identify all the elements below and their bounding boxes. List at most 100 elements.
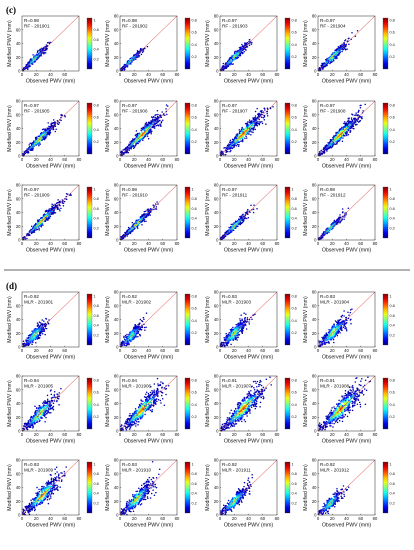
scatter-point (150, 128, 152, 130)
colorbar (184, 186, 191, 239)
y-tick-label: 60 (114, 112, 119, 117)
colorbar (284, 102, 291, 155)
scatter-point (260, 113, 262, 115)
scatter-point (24, 238, 27, 240)
scatter-point (127, 151, 130, 154)
scatter-point (340, 137, 342, 139)
colorbar (86, 17, 93, 70)
scatter-point (344, 134, 346, 137)
scatter-point (342, 49, 344, 51)
colorbar-tick-label: 0.2 (390, 140, 395, 144)
scatter-point (124, 148, 127, 150)
scatter-point (124, 231, 126, 234)
x-tick-label: 0 (21, 157, 24, 162)
scatter-point (148, 122, 150, 124)
scatter-point (324, 145, 326, 147)
scatter-point (343, 47, 345, 49)
y-axis-label: Modified PWV (mm) (303, 105, 309, 152)
scatter-point (258, 123, 261, 126)
scatter-point (49, 210, 52, 212)
scatter-point (27, 68, 29, 71)
y-tick-label: 80 (214, 14, 219, 19)
y-axis-label: Modified PWV (mm) (205, 105, 211, 152)
scatter-point (136, 227, 139, 229)
y-tick-label: 40 (114, 210, 119, 215)
scatter-point (359, 107, 362, 109)
scatter-point (244, 42, 247, 44)
x-tick-label: 20 (34, 72, 39, 77)
scatter-point (30, 60, 32, 62)
scatter-point (242, 213, 244, 215)
scatter-point (329, 62, 331, 65)
scatter-point (254, 115, 257, 117)
scatter-point (261, 121, 263, 123)
scatter-point (35, 228, 38, 231)
scatter-point (342, 137, 344, 139)
scatter-point (241, 126, 243, 129)
x-tick-label: 40 (48, 241, 53, 246)
x-tick-label: 20 (232, 241, 237, 246)
scatter-point (42, 220, 44, 223)
scatter-point (242, 136, 245, 138)
colorbar-tick-label: 0.6 (292, 31, 297, 35)
point-cloud (220, 204, 258, 241)
scatter-point (144, 210, 147, 212)
scatter-point (343, 218, 345, 220)
colorbar-tick-label: 0.8 (292, 197, 297, 201)
scatter-point (254, 128, 257, 131)
colorbar-tick-label: 1 (292, 187, 294, 191)
scatter-point (130, 63, 132, 65)
scatter-point (244, 216, 246, 219)
scatter-point (240, 221, 242, 224)
y-tick-label: 0 (18, 69, 21, 74)
scatter-point (244, 211, 247, 214)
scatter-point (138, 133, 141, 135)
scatter-point (339, 128, 342, 131)
scatter-point (225, 150, 228, 153)
scatter-point (334, 143, 337, 145)
scatter-point (353, 123, 355, 125)
r-value: R=0.97 (24, 187, 39, 192)
subplot-name: RF - 201909 (24, 193, 50, 198)
colorbar-tick-label: 0.2 (192, 55, 197, 59)
scatter-point (128, 143, 130, 145)
scatter-point (157, 113, 159, 116)
x-tick-label: 60 (260, 72, 265, 77)
scatter-point (245, 135, 247, 138)
scatter-point (245, 43, 247, 46)
colorbar (382, 17, 389, 70)
scatter-point (56, 201, 59, 204)
scatter-point (27, 62, 30, 64)
x-tick-label: 80 (373, 72, 378, 77)
colorbar-tick-label: 0.4 (192, 128, 197, 132)
scatter-point (240, 215, 242, 218)
scatter-point (356, 123, 358, 126)
scatter-point (48, 42, 51, 45)
y-axis-label: Modified PWV (mm) (7, 20, 13, 67)
scatter-point (241, 219, 244, 222)
scatter-point (337, 46, 340, 49)
subplot-name: RF - 201907 (222, 109, 248, 114)
y-tick-label: 20 (312, 140, 317, 145)
scatter-point (153, 119, 155, 121)
x-tick-label: 80 (175, 241, 180, 246)
colorbar-tick-label: 0.6 (292, 207, 297, 211)
scatter-point (127, 144, 130, 147)
y-tick-label: 80 (114, 14, 119, 19)
scatter-point (34, 60, 36, 63)
colorbar-tick-label: 0.4 (192, 217, 197, 221)
scatter-point (136, 219, 139, 222)
scatter-point (52, 126, 55, 129)
scatter-point (263, 119, 266, 121)
scatter-point (135, 142, 137, 144)
x-tick-label: 20 (232, 72, 237, 77)
scatter-point (329, 59, 332, 62)
scatter-point (156, 124, 159, 126)
x-tick-label: 20 (132, 157, 137, 162)
y-tick-label: 80 (214, 99, 219, 104)
scatter-point (130, 61, 132, 64)
scatter-point (254, 118, 256, 121)
scatter-point (346, 134, 348, 137)
